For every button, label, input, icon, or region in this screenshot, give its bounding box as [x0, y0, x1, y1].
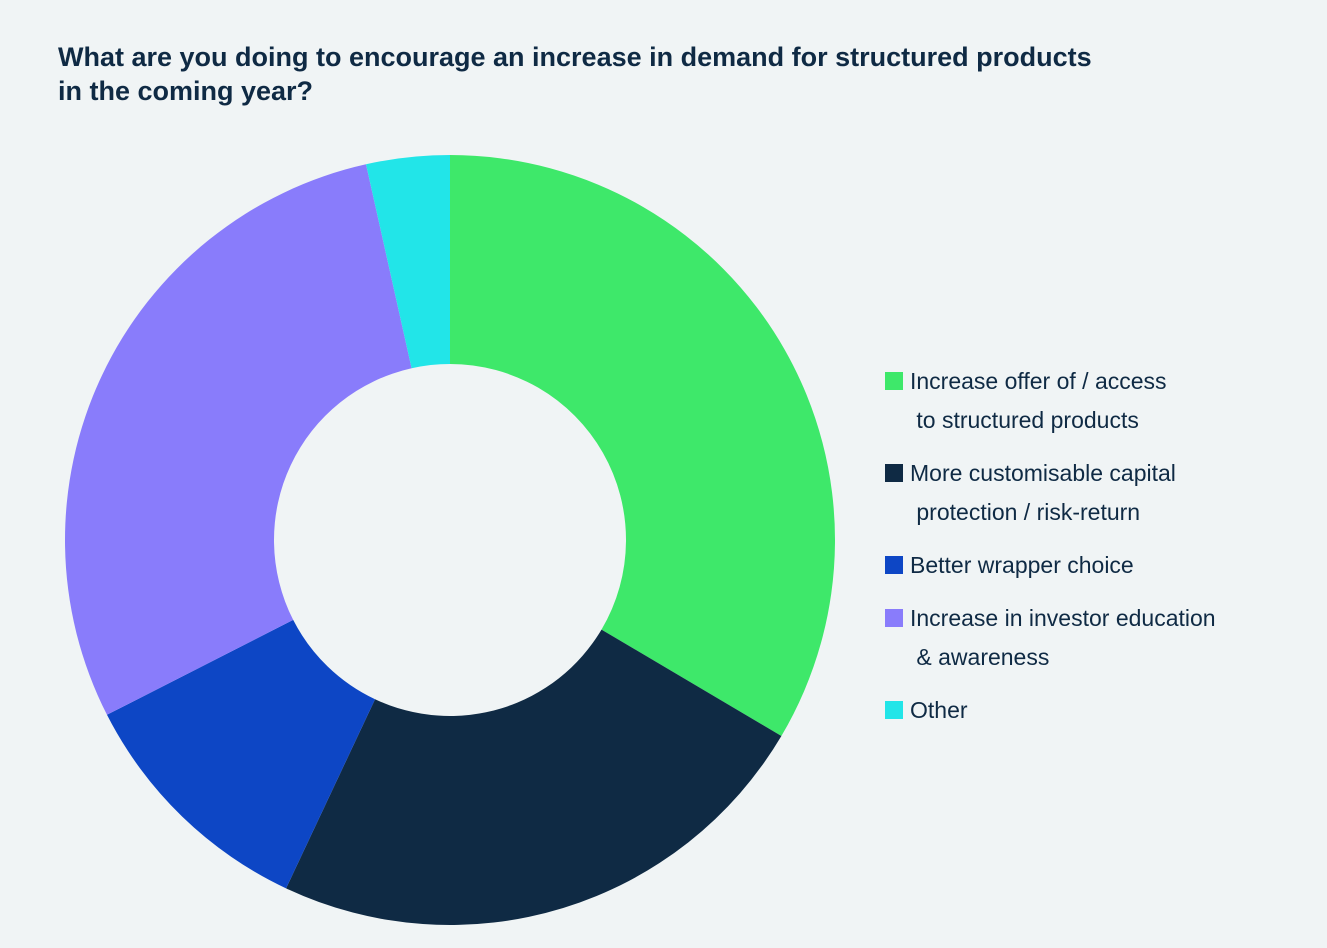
legend-item: More customisable capital protection / r… — [885, 454, 1305, 532]
legend-swatch — [885, 609, 903, 627]
donut-slice-2 — [286, 629, 782, 925]
donut-slice-5 — [366, 155, 450, 369]
legend-label: & awareness — [910, 644, 1050, 670]
chart-legend: Increase offer of / access to structured… — [885, 362, 1305, 744]
legend-label: Increase offer of / access — [910, 368, 1167, 394]
chart-title-line-2: in the coming year? — [58, 76, 314, 106]
legend-item: Better wrapper choice — [885, 546, 1305, 585]
legend-label: More customisable capital — [910, 460, 1176, 486]
legend-item: Other — [885, 691, 1305, 730]
legend-item: Increase offer of / access to structured… — [885, 362, 1305, 440]
legend-swatch — [885, 701, 903, 719]
legend-swatch — [885, 464, 903, 482]
donut-slice-1 — [450, 155, 835, 736]
donut-slice-3 — [106, 619, 376, 889]
legend-swatch — [885, 372, 903, 390]
legend-label: Increase in investor education — [910, 605, 1216, 631]
legend-label: to structured products — [910, 407, 1139, 433]
legend-item: Increase in investor education & awarene… — [885, 599, 1305, 677]
legend-swatch — [885, 556, 903, 574]
chart-title: What are you doing to encourage an incre… — [58, 40, 1118, 108]
legend-label: Other — [910, 697, 968, 723]
legend-label: protection / risk-return — [910, 499, 1141, 525]
legend-label: Better wrapper choice — [910, 552, 1134, 578]
chart-title-line-1: What are you doing to encourage an incre… — [58, 42, 1092, 72]
donut-slice-4 — [65, 164, 412, 715]
